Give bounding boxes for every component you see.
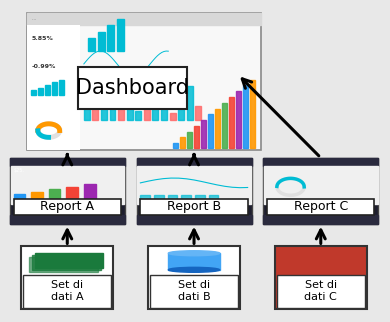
Bar (137, 166, 251, 204)
Text: Dashboard: Dashboard (76, 78, 189, 98)
Bar (195, 106, 201, 120)
Bar (66, 186, 78, 201)
Bar (101, 90, 107, 120)
Bar (173, 143, 178, 148)
Bar (38, 88, 43, 95)
Bar (88, 38, 95, 51)
Bar (243, 85, 248, 148)
Bar (35, 253, 103, 268)
Bar (236, 91, 241, 148)
Bar (107, 25, 114, 51)
Bar (136, 158, 252, 224)
Bar (168, 253, 220, 270)
Bar (11, 166, 124, 204)
Text: $25.: $25. (14, 168, 25, 173)
Bar (215, 109, 220, 148)
Bar (135, 111, 141, 120)
Bar (14, 199, 121, 215)
Bar (187, 132, 192, 148)
Bar (23, 275, 111, 308)
Bar (277, 275, 365, 308)
Text: ....: .... (31, 17, 36, 21)
Bar (194, 126, 199, 148)
Bar (59, 80, 64, 95)
Text: Set di
dati B: Set di dati B (178, 280, 210, 302)
Bar (10, 158, 125, 224)
Bar (181, 195, 191, 200)
Bar (264, 166, 378, 204)
Bar (31, 192, 43, 201)
Bar (98, 32, 105, 51)
Bar (31, 90, 36, 95)
Bar (14, 194, 25, 201)
Bar (136, 214, 252, 224)
Bar (140, 195, 150, 200)
Bar (267, 199, 374, 215)
Bar (45, 85, 50, 95)
Bar (168, 195, 177, 200)
Text: Report C: Report C (294, 201, 348, 213)
Bar (154, 195, 164, 200)
Bar (140, 199, 248, 215)
Bar (10, 158, 125, 166)
Bar (117, 19, 124, 51)
Text: Set di
dati A: Set di dati A (51, 280, 83, 302)
Bar (250, 80, 255, 148)
Bar (208, 114, 213, 148)
Bar (263, 214, 378, 224)
Ellipse shape (168, 251, 220, 256)
Bar (118, 108, 124, 120)
Bar (127, 108, 133, 120)
Bar (222, 103, 227, 148)
Text: Report B: Report B (167, 201, 221, 213)
Bar (78, 67, 187, 109)
Bar (148, 246, 240, 309)
Text: -0.99%: -0.99% (31, 64, 56, 69)
Ellipse shape (168, 267, 220, 272)
Bar (178, 82, 184, 120)
Bar (27, 25, 80, 150)
Bar (170, 112, 176, 120)
Bar (84, 101, 90, 120)
Bar (49, 189, 60, 201)
Bar (27, 13, 261, 150)
Bar (263, 158, 378, 166)
Bar (201, 120, 206, 148)
Text: 5.85%: 5.85% (31, 36, 53, 41)
Bar (180, 137, 185, 148)
Bar (29, 257, 98, 272)
Bar (229, 97, 234, 148)
Bar (21, 246, 113, 309)
Text: Report A: Report A (40, 201, 94, 213)
Bar (144, 85, 150, 120)
Bar (187, 86, 193, 120)
Bar (92, 82, 98, 120)
Bar (136, 158, 252, 166)
Bar (263, 158, 378, 224)
Bar (150, 275, 238, 308)
Bar (110, 94, 115, 120)
Bar (27, 13, 261, 25)
Bar (195, 195, 205, 200)
Bar (161, 90, 167, 120)
Bar (152, 94, 158, 120)
Bar (275, 246, 367, 309)
Text: Set di
dati C: Set di dati C (305, 280, 337, 302)
Bar (52, 82, 57, 95)
Bar (10, 214, 125, 224)
Bar (209, 195, 218, 200)
Bar (84, 184, 96, 201)
Bar (32, 255, 101, 270)
